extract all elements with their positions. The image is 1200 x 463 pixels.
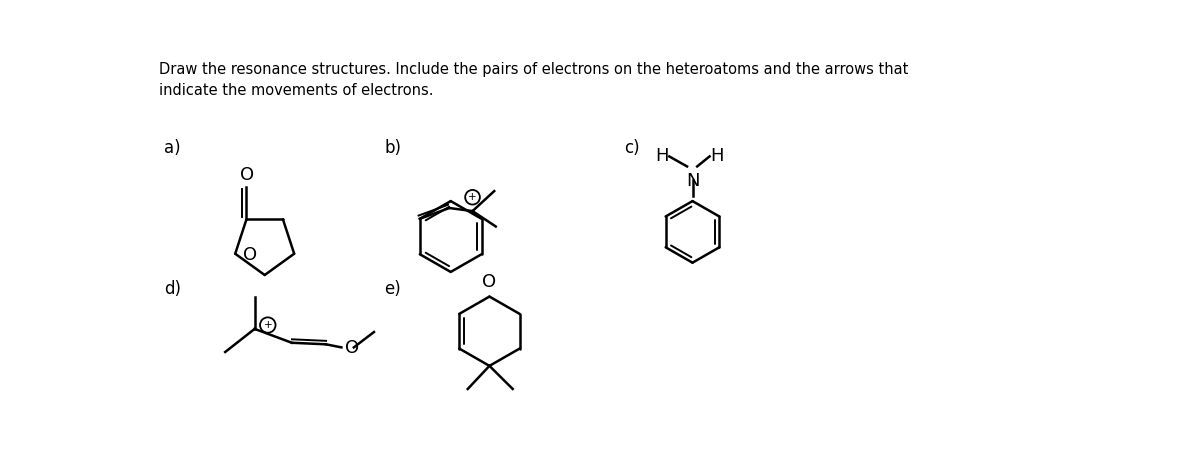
Text: b): b) bbox=[384, 139, 401, 156]
Text: indicate the movements of electrons.: indicate the movements of electrons. bbox=[160, 82, 434, 98]
Text: N: N bbox=[685, 172, 700, 190]
Text: O: O bbox=[346, 339, 360, 357]
Text: O: O bbox=[240, 166, 254, 184]
Text: a): a) bbox=[164, 139, 180, 156]
Text: +: + bbox=[468, 192, 476, 202]
Text: H: H bbox=[710, 147, 724, 165]
Text: H: H bbox=[655, 147, 668, 165]
Text: +: + bbox=[264, 320, 272, 330]
Text: O: O bbox=[482, 273, 497, 291]
Text: O: O bbox=[242, 246, 257, 264]
Text: c): c) bbox=[624, 139, 640, 156]
Text: e): e) bbox=[384, 280, 401, 298]
Text: d): d) bbox=[164, 280, 181, 298]
Text: Draw the resonance structures. Include the pairs of electrons on the heteroatoms: Draw the resonance structures. Include t… bbox=[160, 62, 908, 77]
